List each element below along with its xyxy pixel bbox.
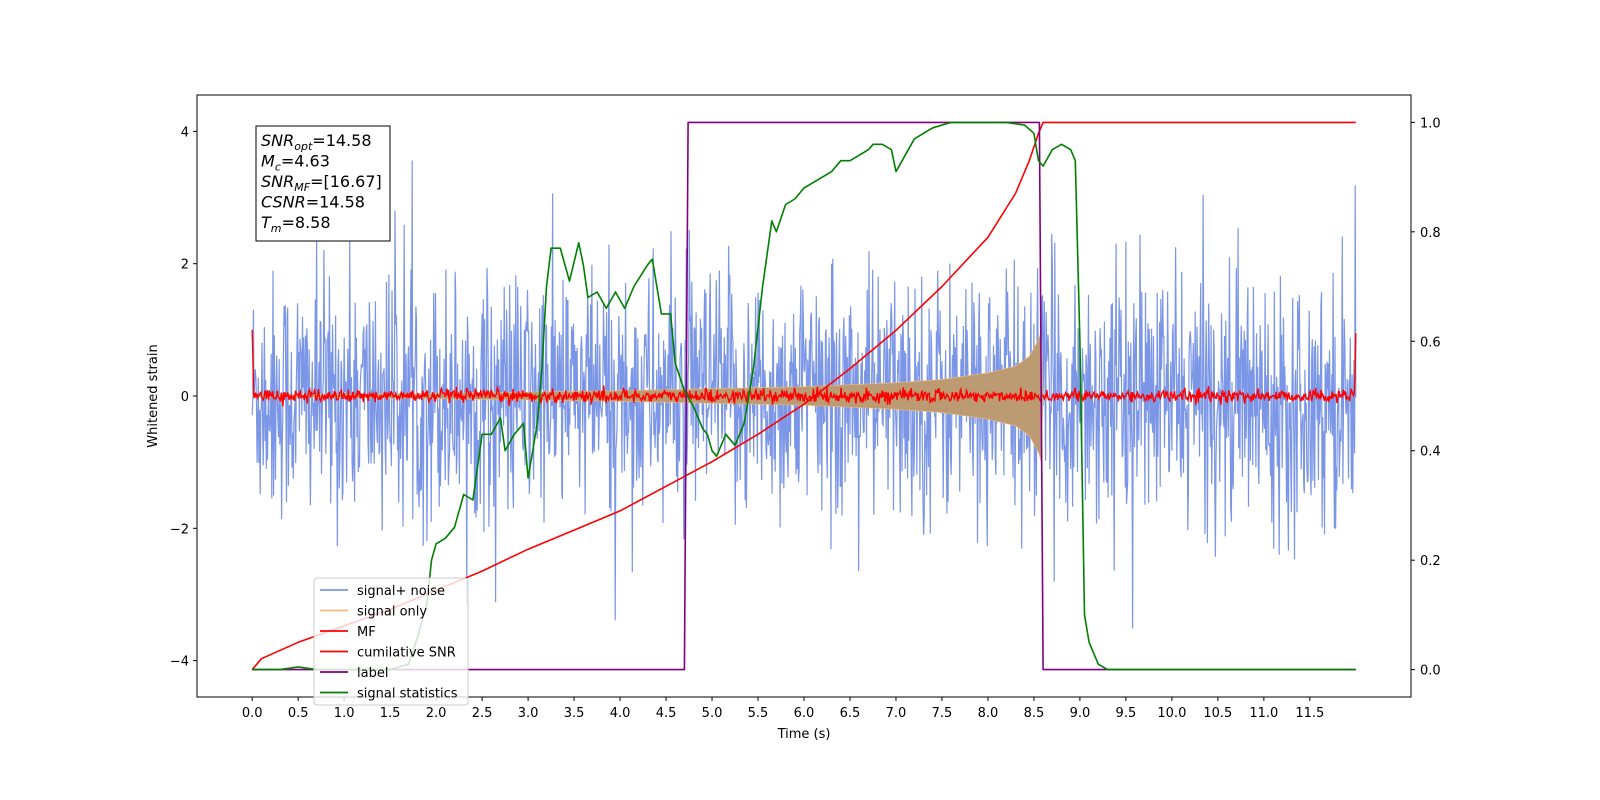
annotation-value: =14.58 bbox=[312, 131, 371, 150]
y-tick-label: 4 bbox=[181, 125, 189, 140]
x-tick-label: 9.5 bbox=[1116, 706, 1137, 721]
x-tick-label: 0.0 bbox=[242, 706, 263, 721]
annotation-line: CSNR=14.58 bbox=[261, 193, 365, 212]
x-tick-label: 1.0 bbox=[334, 706, 355, 721]
annotation-line: SNRMF=[16.67] bbox=[261, 172, 382, 194]
x-tick-label: 5.5 bbox=[748, 706, 769, 721]
x-tick-label: 8.5 bbox=[1024, 706, 1045, 721]
legend: signal+ noise signal only MF cumilative SNR… bbox=[313, 577, 469, 706]
x-tick-label: 10.0 bbox=[1157, 706, 1186, 721]
x-tick-label: 3.0 bbox=[518, 706, 539, 721]
annotation-symbol: SNR bbox=[261, 131, 294, 150]
annotation-subscript: opt bbox=[294, 140, 313, 153]
annotation-value: =4.63 bbox=[281, 152, 330, 171]
y-tick-label: −2 bbox=[170, 522, 189, 537]
x-tick-label: 7.0 bbox=[886, 706, 907, 721]
x-tick-label: 7.5 bbox=[932, 706, 953, 721]
series-label bbox=[252, 121, 1356, 671]
x-tick-label: 11.5 bbox=[1295, 706, 1324, 721]
y-axis-left: −4 −2 0 2 4 bbox=[170, 125, 197, 670]
y2-tick-label: 1.0 bbox=[1420, 116, 1441, 131]
x-tick-label: 10.5 bbox=[1203, 706, 1232, 721]
x-tick-label: 4.0 bbox=[610, 706, 631, 721]
x-tick-label: 8.0 bbox=[978, 706, 999, 721]
annotation-line: Mc=4.63 bbox=[261, 152, 330, 174]
annotation-symbol: CSNR bbox=[261, 193, 306, 212]
y2-tick-label: 0.6 bbox=[1420, 335, 1441, 350]
annotation-symbol: T bbox=[261, 213, 272, 232]
x-tick-label: 11.0 bbox=[1249, 706, 1278, 721]
y2-tick-label: 0.0 bbox=[1420, 664, 1441, 679]
annotation-symbol: SNR bbox=[261, 172, 294, 191]
y-tick-label: 0 bbox=[181, 390, 189, 405]
annotation-value: =[16.67] bbox=[310, 172, 382, 191]
y-tick-label: 2 bbox=[181, 258, 189, 273]
x-axis: 0.0 0.5 1.0 1.5 2.0 2.5 3.0 3.5 4.0 4.5 5.0 5.5 6.0 6… bbox=[242, 697, 1324, 721]
annotation-subscript: MF bbox=[294, 181, 310, 194]
y2-tick-label: 0.2 bbox=[1420, 554, 1441, 569]
legend-label: signal+ noise bbox=[357, 584, 445, 599]
x-tick-label: 0.5 bbox=[288, 706, 309, 721]
annotation-value: =8.58 bbox=[282, 213, 331, 232]
x-tick-label: 1.5 bbox=[380, 706, 401, 721]
annotation-subscript: c bbox=[275, 161, 281, 174]
annotation-line: Tm=8.58 bbox=[261, 213, 331, 235]
legend-label: signal only bbox=[357, 605, 427, 620]
series-mf bbox=[251, 329, 1357, 407]
series-layer bbox=[251, 121, 1357, 671]
annotation-symbol: M bbox=[261, 152, 275, 171]
x-tick-label: 2.5 bbox=[472, 706, 493, 721]
x-tick-label: 3.5 bbox=[564, 706, 585, 721]
annotation-box: SNRopt=14.58Mc=4.63SNRMF=[16.67]CSNR=14.… bbox=[255, 125, 391, 242]
series-signal-noise bbox=[251, 160, 1357, 629]
y-axis-right: 0.0 0.2 0.4 0.6 0.8 1.0 bbox=[1411, 116, 1441, 679]
x-axis-label: Time (s) bbox=[777, 727, 831, 742]
x-tick-label: 9.0 bbox=[1070, 706, 1091, 721]
y-tick-label: −4 bbox=[170, 655, 189, 670]
x-tick-label: 5.0 bbox=[702, 706, 723, 721]
y2-tick-label: 0.8 bbox=[1420, 226, 1441, 241]
legend-label: label bbox=[357, 666, 388, 681]
annotation-frame bbox=[255, 125, 391, 242]
legend-label: signal statistics bbox=[357, 687, 458, 702]
x-tick-label: 6.5 bbox=[840, 706, 861, 721]
x-tick-label: 2.0 bbox=[426, 706, 447, 721]
y2-tick-label: 0.4 bbox=[1420, 445, 1441, 460]
y-axis-label: Whitened strain bbox=[146, 344, 161, 447]
annotation-subscript: m bbox=[271, 222, 282, 235]
x-tick-label: 4.5 bbox=[656, 706, 677, 721]
annotation-value: =14.58 bbox=[306, 193, 365, 212]
x-tick-label: 6.0 bbox=[794, 706, 815, 721]
series-signal-statistics bbox=[252, 121, 1356, 671]
legend-label: MF bbox=[357, 625, 376, 640]
annotation-line: SNRopt=14.58 bbox=[261, 131, 372, 153]
legend-label: cumilative SNR bbox=[357, 646, 456, 661]
legend-frame bbox=[313, 577, 469, 706]
